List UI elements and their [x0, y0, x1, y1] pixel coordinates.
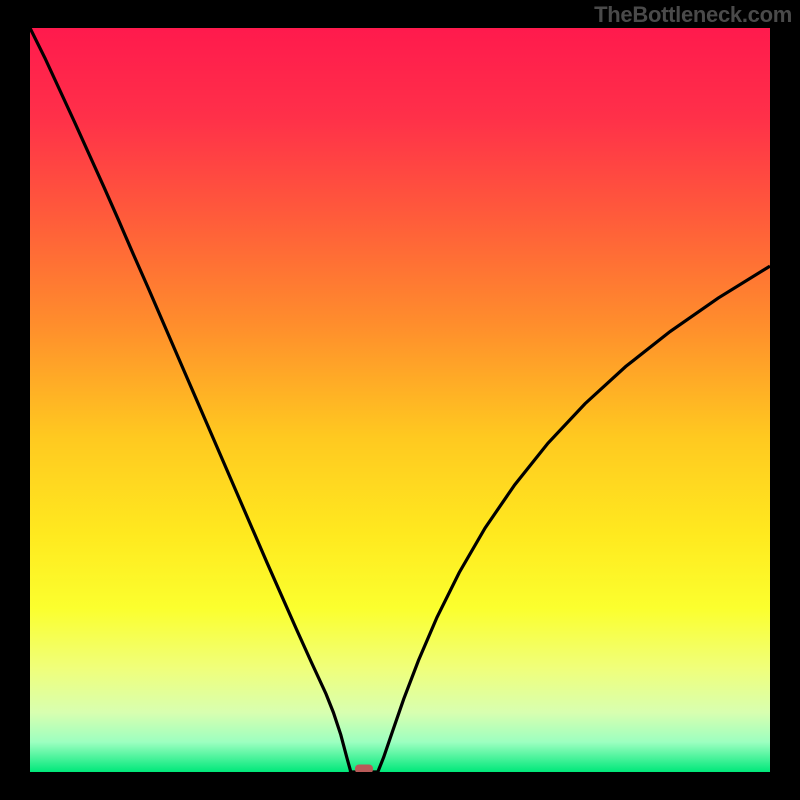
watermark-text: TheBottleneck.com: [594, 2, 792, 28]
bottleneck-curve: [30, 28, 770, 772]
optimal-marker: [355, 765, 373, 772]
curve-path: [30, 28, 770, 772]
plot-area: [30, 28, 770, 772]
